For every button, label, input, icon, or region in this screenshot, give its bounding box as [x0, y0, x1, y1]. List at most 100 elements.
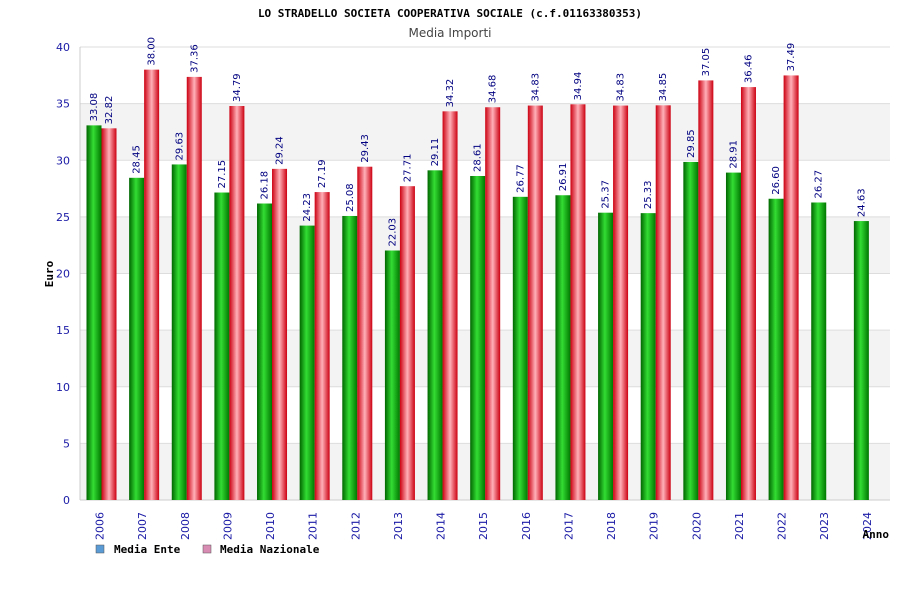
value-label: 26.27 [814, 170, 825, 199]
bar-media-nazionale [442, 111, 458, 501]
value-label: 27.71 [402, 154, 413, 183]
x-axis-label: Anno [863, 528, 890, 541]
value-label: 26.77 [515, 164, 526, 193]
value-label: 34.83 [530, 73, 541, 102]
y-tick-label: 15 [56, 324, 70, 337]
value-label: 29.11 [430, 138, 441, 167]
value-label: 34.32 [445, 79, 456, 108]
legend-label: Media Nazionale [220, 543, 320, 556]
value-label: 38.00 [147, 37, 158, 66]
legend-swatch [95, 544, 105, 554]
value-label: 34.85 [658, 73, 669, 102]
value-label: 34.83 [616, 73, 627, 102]
legend: Media Ente Media Nazionale [95, 543, 320, 556]
value-label: 24.63 [856, 188, 867, 217]
bar-media-ente [342, 215, 358, 500]
bars [86, 69, 869, 501]
bar-media-nazionale [186, 76, 202, 500]
chart-subtitle: Media Importi [408, 26, 491, 40]
y-tick-label: 25 [56, 211, 70, 224]
bar-media-ente [683, 161, 699, 501]
bar-media-nazionale [527, 105, 543, 501]
bar-media-nazionale [314, 192, 330, 501]
bar-media-nazionale [485, 107, 501, 501]
value-label: 37.49 [786, 43, 797, 72]
bar-media-nazionale [655, 105, 671, 500]
value-label: 37.36 [189, 44, 200, 73]
bar-media-ente [598, 212, 614, 500]
bar-media-nazionale [698, 80, 714, 500]
y-tick-label: 35 [56, 98, 70, 111]
value-label: 25.08 [345, 183, 356, 212]
value-label: 26.60 [771, 166, 782, 195]
bar-media-ente [811, 202, 827, 500]
bar-media-ente [299, 225, 315, 500]
y-tick-label: 20 [56, 268, 70, 281]
bar-media-ente [171, 164, 187, 500]
bar-media-ente [512, 196, 528, 500]
bar-media-nazionale [740, 87, 756, 500]
value-label: 37.05 [701, 48, 712, 77]
bar-media-ente [725, 172, 741, 501]
x-tick-label: 2015 [477, 512, 490, 540]
x-tick-label: 2007 [136, 512, 149, 540]
x-tick-label: 2014 [435, 512, 448, 540]
bar-media-ente [214, 192, 230, 500]
value-label: 29.63 [174, 132, 185, 161]
bar-media-nazionale [229, 106, 245, 501]
y-axis-label: Euro [43, 260, 56, 287]
x-tick-label: 2017 [562, 512, 575, 540]
x-tick-label: 2009 [221, 512, 234, 540]
bar-media-ente [427, 170, 443, 500]
x-tick-label: 2013 [392, 512, 405, 540]
bar-media-ente [470, 175, 486, 500]
value-label: 27.19 [317, 159, 328, 188]
legend-swatch [202, 544, 212, 554]
y-tick-label: 10 [56, 381, 70, 394]
bar-media-ente [555, 195, 571, 500]
x-tick-label: 2020 [690, 512, 703, 540]
bar-media-ente [853, 221, 869, 500]
value-label: 26.91 [558, 163, 569, 192]
value-label: 28.91 [728, 140, 739, 169]
chart-title: LO STRADELLO SOCIETA COOPERATIVA SOCIALE… [258, 7, 642, 20]
bar-media-nazionale [272, 168, 288, 500]
value-label: 36.46 [743, 54, 754, 83]
value-label: 25.33 [643, 180, 654, 209]
value-label: 22.03 [387, 218, 398, 247]
value-label: 29.43 [360, 134, 371, 163]
bar-media-nazionale [399, 186, 415, 500]
x-tick-label: 2011 [307, 512, 320, 540]
value-labels: 33.08 32.82 28.45 38.00 29.63 37.36 27.15 34.79… [89, 37, 867, 247]
y-tick-label: 30 [56, 154, 70, 167]
x-tick-label: 2019 [648, 512, 661, 540]
bar-media-ente [129, 177, 145, 500]
value-label: 29.24 [275, 136, 286, 165]
value-label: 28.45 [132, 145, 143, 174]
bar-media-nazionale [570, 104, 586, 500]
x-tick-label: 2006 [94, 512, 107, 540]
y-tick-label: 0 [63, 494, 70, 507]
bar-media-ente [640, 213, 656, 500]
y-tick-label: 40 [56, 41, 70, 54]
bar-media-nazionale [357, 166, 373, 500]
value-label: 28.61 [473, 143, 484, 172]
value-label: 33.08 [89, 93, 100, 122]
value-label: 26.18 [260, 171, 271, 200]
value-label: 34.79 [232, 73, 243, 102]
y-tick-label: 5 [63, 437, 70, 450]
x-tick-label: 2010 [264, 512, 277, 540]
x-axis-ticks: 2006 2007 2008 2009 2010 2011 2012 2013 2014 2015… [94, 512, 874, 540]
x-tick-label: 2021 [733, 512, 746, 540]
x-tick-label: 2012 [349, 512, 362, 540]
value-label: 27.15 [217, 160, 228, 189]
bar-media-nazionale [101, 128, 117, 500]
x-tick-label: 2024 [861, 512, 874, 540]
x-tick-label: 2016 [520, 512, 533, 540]
bar-media-ente [86, 125, 102, 500]
value-label: 25.37 [601, 180, 612, 209]
x-tick-label: 2023 [818, 512, 831, 540]
bar-media-ente [384, 250, 400, 500]
legend-label: Media Ente [114, 543, 181, 556]
